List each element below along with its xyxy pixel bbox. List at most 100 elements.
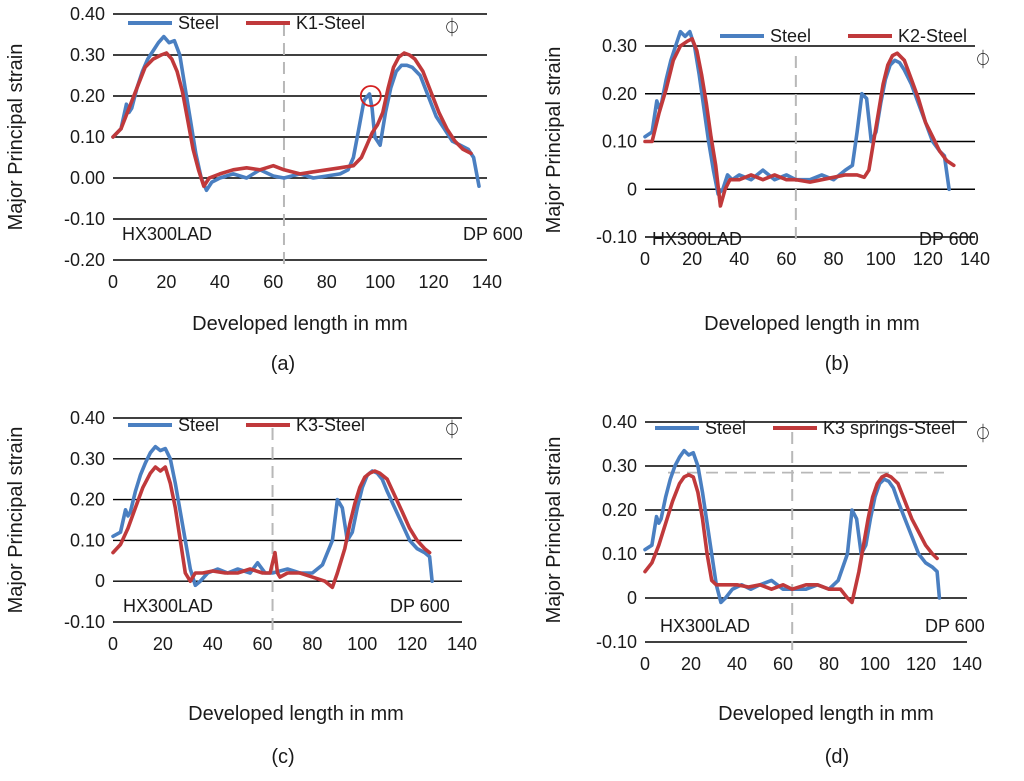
x-tick-label: 40 (727, 654, 747, 674)
x-tick-label: 60 (263, 272, 283, 292)
y-axis-label: Major Principal strain (5, 44, 27, 231)
x-tick-label: 60 (776, 249, 796, 269)
y-tick-label: 0.30 (602, 36, 637, 56)
y-tick-label: 0.30 (602, 456, 637, 476)
panel-caption: (d) (825, 746, 849, 768)
x-tick-label: 120 (397, 634, 427, 654)
legend-label: K1-Steel (296, 13, 365, 33)
x-tick-label: 20 (156, 272, 176, 292)
y-tick-label: 0.20 (602, 500, 637, 520)
y-axis-label: Major Principal strain (5, 427, 27, 614)
x-tick-label: 0 (108, 634, 118, 654)
y-tick-label: 0.20 (70, 86, 105, 106)
diameter-symbol-icon: ⏀ (974, 49, 992, 70)
x-tick-label: 140 (952, 654, 982, 674)
x-tick-label: 80 (302, 634, 322, 654)
x-tick-label: 100 (860, 654, 890, 674)
y-tick-label: 0.40 (70, 4, 105, 24)
material-label-right: DP 600 (919, 229, 979, 249)
y-tick-label: 0.20 (70, 490, 105, 510)
x-tick-label: 100 (866, 249, 896, 269)
y-tick-label: -0.10 (64, 209, 105, 229)
panel-caption: (b) (825, 353, 849, 375)
x-tick-label: 100 (347, 634, 377, 654)
y-tick-label: 0.30 (70, 449, 105, 469)
x-tick-label: 20 (681, 654, 701, 674)
y-axis-label: Major Principal strain (543, 47, 565, 234)
panel-caption: (a) (271, 353, 295, 375)
chart-a: -0.20 -0.10 0.00 0.10 0.20 0.30 0.40 0 20 40 60 80 1… (5, 4, 523, 375)
x-tick-label: 0 (108, 272, 118, 292)
series-line-steel (111, 34, 481, 193)
x-axis-label: Developed length in mm (704, 313, 920, 335)
x-tick-label: 60 (773, 654, 793, 674)
series-line-variant (111, 51, 473, 188)
x-tick-label: 120 (419, 272, 449, 292)
highlight-circle-marker (359, 85, 382, 107)
y-tick-label: 0 (95, 571, 105, 591)
material-label-left: HX300LAD (122, 224, 212, 244)
x-tick-label: 80 (819, 654, 839, 674)
legend-label: K3-Steel (296, 415, 365, 435)
legend-label: Steel (178, 415, 219, 435)
legend-label: K2-Steel (898, 26, 967, 46)
x-tick-label: 0 (640, 249, 650, 269)
y-tick-label: 0.20 (602, 84, 637, 104)
x-tick-label: 120 (906, 654, 936, 674)
x-axis-label: Developed length in mm (718, 703, 934, 725)
y-tick-label: 0.40 (70, 408, 105, 428)
material-label-left: HX300LAD (123, 596, 213, 616)
x-tick-label: 0 (640, 654, 650, 674)
y-axis-label: Major Principal strain (543, 437, 565, 624)
y-tick-label: 0 (627, 179, 637, 199)
legend-label: K3 springs-Steel (823, 418, 955, 438)
panel-caption: (c) (271, 746, 294, 768)
x-tick-label: 20 (682, 249, 702, 269)
x-tick-label: 40 (210, 272, 230, 292)
x-tick-label: 140 (960, 249, 990, 269)
x-tick-label: 140 (447, 634, 477, 654)
y-tick-label: -0.10 (596, 227, 637, 247)
y-tick-label: 0.10 (602, 544, 637, 564)
legend-label: Steel (705, 418, 746, 438)
series-line-steel (643, 448, 942, 605)
material-label-left: HX300LAD (652, 229, 742, 249)
y-tick-label: 0.10 (602, 132, 637, 152)
series-line-variant (643, 36, 956, 208)
y-tick-label: -0.20 (64, 250, 105, 270)
x-tick-label: 20 (153, 634, 173, 654)
y-tick-label: -0.10 (596, 632, 637, 652)
y-tick-label: 0.10 (70, 127, 105, 147)
y-tick-label: 0.40 (602, 412, 637, 432)
diameter-symbol-icon: ⏀ (974, 423, 992, 444)
x-tick-label: 40 (729, 249, 749, 269)
series-line-variant (643, 472, 939, 605)
x-tick-label: 100 (365, 272, 395, 292)
x-tick-label: 80 (317, 272, 337, 292)
legend-label: Steel (770, 26, 811, 46)
x-tick-label: 60 (253, 634, 273, 654)
x-axis-label: Developed length in mm (192, 313, 408, 335)
material-label-right: DP 600 (925, 616, 985, 636)
x-tick-label: 40 (203, 634, 223, 654)
material-label-left: HX300LAD (660, 616, 750, 636)
legend-label: Steel (178, 13, 219, 33)
diameter-symbol-icon: ⏀ (443, 17, 461, 38)
y-tick-label: 0.00 (70, 168, 105, 188)
material-label-right: DP 600 (463, 224, 523, 244)
series-line-variant (111, 465, 432, 590)
x-axis-label: Developed length in mm (188, 703, 404, 725)
series-line-steel (111, 444, 434, 588)
diameter-symbol-icon: ⏀ (443, 419, 461, 440)
y-tick-label: 0 (627, 588, 637, 608)
x-tick-label: 80 (824, 249, 844, 269)
y-tick-label: -0.10 (64, 612, 105, 632)
material-label-right: DP 600 (390, 596, 450, 616)
x-tick-label: 120 (913, 249, 943, 269)
y-tick-label: 0.30 (70, 45, 105, 65)
series-line-steel (643, 29, 951, 196)
